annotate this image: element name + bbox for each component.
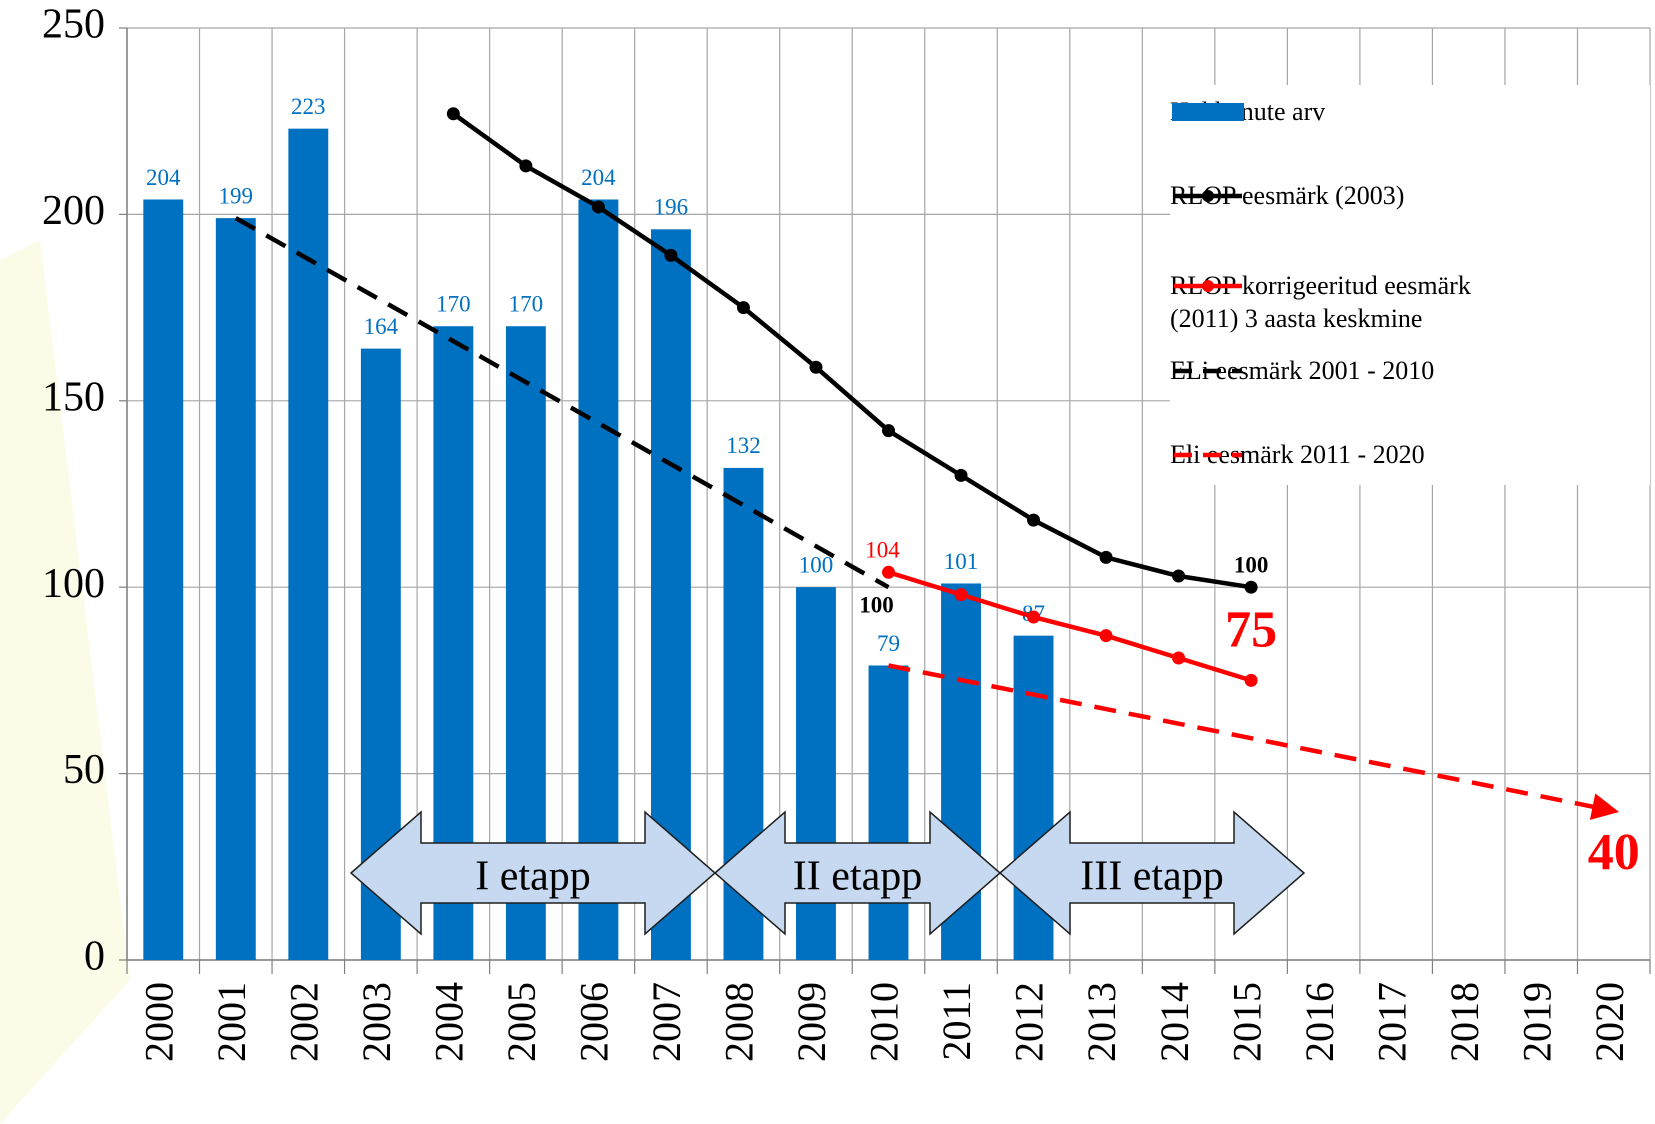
line-marker — [1172, 651, 1186, 665]
line-marker — [954, 588, 968, 602]
bar — [796, 587, 836, 960]
x-tick-label: 2008 — [717, 982, 762, 1062]
bar-value-label: 164 — [364, 314, 399, 339]
line-marker — [446, 107, 460, 121]
x-tick-label: 2019 — [1514, 982, 1559, 1062]
x-tick-label: 2020 — [1587, 982, 1632, 1062]
bar-value-label: 170 — [436, 292, 471, 317]
bar-value-label: 132 — [726, 433, 761, 458]
legend-symbol — [1172, 103, 1244, 121]
line-value-label: 104 — [865, 538, 900, 563]
y-tick-label: 0 — [84, 934, 105, 980]
bar — [215, 218, 256, 961]
x-tick-label: 2003 — [354, 982, 399, 1062]
bar-value-label: 204 — [146, 165, 181, 190]
stage-label: II etapp — [793, 854, 922, 900]
bar — [868, 665, 909, 960]
legend-symbol — [1174, 368, 1242, 374]
legend-marker — [1202, 190, 1214, 202]
line — [887, 570, 1252, 683]
bar-value-label: 79 — [877, 631, 900, 656]
line-value-label: 100 — [1234, 552, 1269, 577]
line-marker — [736, 301, 750, 315]
line-value-label: 40 — [1588, 824, 1640, 881]
stage-label: III etapp — [1080, 854, 1223, 900]
x-tick-label: 2001 — [209, 982, 254, 1062]
legend-symbol — [1174, 452, 1242, 458]
y-tick-label: 200 — [42, 188, 105, 234]
line-marker — [1244, 580, 1258, 594]
dashed-line — [888, 663, 1620, 820]
x-tick-label: 2017 — [1369, 982, 1414, 1062]
dashed-line — [234, 216, 890, 590]
bar-value-label: 100 — [799, 552, 834, 577]
bar — [578, 199, 619, 960]
legend-label: Eli eesmärk 2011 - 2020 — [1170, 440, 1425, 469]
x-tick-label: 2012 — [1007, 982, 1052, 1062]
line-marker — [1027, 513, 1041, 527]
line-marker — [1172, 569, 1186, 583]
x-tick-label: 2002 — [281, 982, 326, 1062]
x-tick-label: 2009 — [789, 982, 834, 1062]
legend-label: Hukkunute arv — [1170, 97, 1326, 126]
x-tick-label: 2004 — [427, 982, 472, 1062]
bar-value-label: 196 — [654, 195, 689, 220]
line-value-label: 75 — [1225, 601, 1277, 658]
x-tick-label: 2015 — [1224, 982, 1269, 1062]
stage-label: I etapp — [475, 854, 590, 900]
bar-value-label: 204 — [581, 165, 616, 190]
x-tick-label: 2006 — [572, 982, 617, 1062]
legend-item: Eli eesmärk 2011 - 2020 — [1170, 440, 1425, 471]
x-tick-label: 2007 — [644, 982, 689, 1062]
x-tick-label: 2016 — [1297, 982, 1342, 1062]
y-tick-label: 100 — [42, 561, 105, 607]
legend-swatch — [1172, 103, 1244, 121]
bar-value-label: 199 — [219, 183, 254, 208]
legend-item: RLOP eesmärk (2003) — [1170, 181, 1404, 212]
line-marker — [1099, 629, 1113, 643]
bar — [288, 128, 329, 960]
legend-item: RLOP korrigeeritud eesmärk (2011) 3 aast… — [1170, 271, 1471, 335]
line-marker — [1099, 550, 1113, 564]
line-marker — [954, 468, 968, 482]
line-marker — [519, 159, 533, 173]
line — [452, 111, 1252, 590]
line-value-label: 100 — [859, 592, 894, 617]
legend-item: Hukkunute arv — [1170, 97, 1325, 128]
line-marker — [809, 360, 823, 374]
x-tick-label: 2018 — [1442, 982, 1487, 1062]
y-tick-label: 250 — [42, 2, 105, 48]
line-marker — [591, 200, 605, 214]
bar — [143, 199, 184, 960]
bar-value-label: 101 — [944, 549, 979, 574]
x-tick-label: 2011 — [934, 982, 979, 1061]
legend-label: RLOP eesmärk (2003) — [1170, 181, 1405, 210]
legend-symbol — [1174, 190, 1242, 202]
line-marker — [1244, 673, 1258, 687]
x-tick-label: 2013 — [1079, 982, 1124, 1062]
line-marker — [1027, 610, 1041, 624]
line-marker — [664, 248, 678, 262]
legend: Hukkunute arv RLOP eesmärk (2003) RLOP kor… — [1170, 85, 1650, 485]
background-shape — [0, 240, 130, 1124]
y-tick-label: 50 — [63, 747, 105, 793]
legend-marker — [1202, 280, 1214, 292]
legend-item: ELi eesmärk 2001 - 2010 — [1170, 356, 1434, 387]
line-marker — [882, 565, 895, 579]
legend-symbol — [1174, 280, 1242, 292]
bar-value-label: 223 — [291, 94, 326, 119]
y-tick-label: 150 — [42, 374, 105, 420]
x-tick-label: 2005 — [499, 982, 544, 1062]
line-marker — [882, 424, 895, 438]
x-tick-label: 2010 — [862, 982, 907, 1062]
stage-arrow — [998, 810, 1306, 936]
x-tick-label: 2000 — [136, 982, 181, 1062]
bar-value-label: 170 — [509, 292, 544, 317]
x-tick-label: 2014 — [1152, 982, 1197, 1062]
